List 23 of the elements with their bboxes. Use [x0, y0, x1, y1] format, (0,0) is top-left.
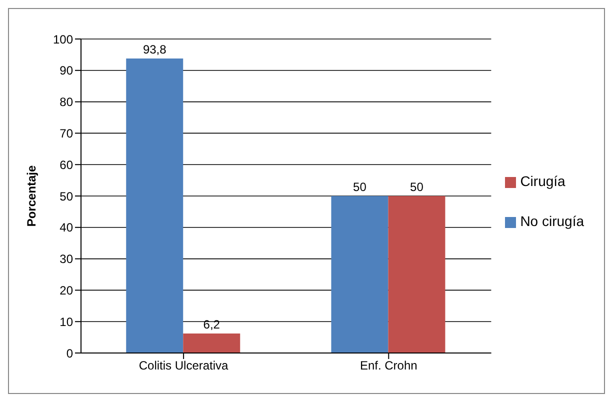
y-tick-label: 50 — [60, 189, 74, 204]
y-tick-label: 0 — [66, 346, 74, 360]
y-tick-label: 60 — [60, 158, 74, 172]
y-axis-title: Porcentaje — [24, 164, 38, 227]
y-tick-label: 30 — [60, 252, 74, 266]
y-tick-label: 80 — [60, 95, 74, 110]
bar — [126, 58, 184, 353]
y-tick-label: 20 — [60, 283, 74, 298]
y-tick-label: 10 — [60, 314, 74, 329]
data-label: 50 — [410, 180, 424, 194]
y-tick-label: 70 — [60, 126, 74, 140]
y-tick-label: 90 — [60, 64, 74, 78]
y-tick-label: 100 — [52, 32, 74, 46]
bar — [183, 334, 240, 353]
bar — [388, 196, 446, 353]
y-tick-label: 40 — [60, 220, 74, 235]
x-tick-label: Enf. Crohn — [360, 358, 418, 373]
bar — [331, 196, 388, 353]
legend-label: Cirugía — [520, 173, 566, 189]
data-label: 93,8 — [142, 42, 167, 56]
legend-label: No cirugía — [520, 213, 584, 229]
data-label: 50 — [353, 180, 367, 194]
x-tick-label: Colitis Ulcerativa — [138, 358, 229, 373]
